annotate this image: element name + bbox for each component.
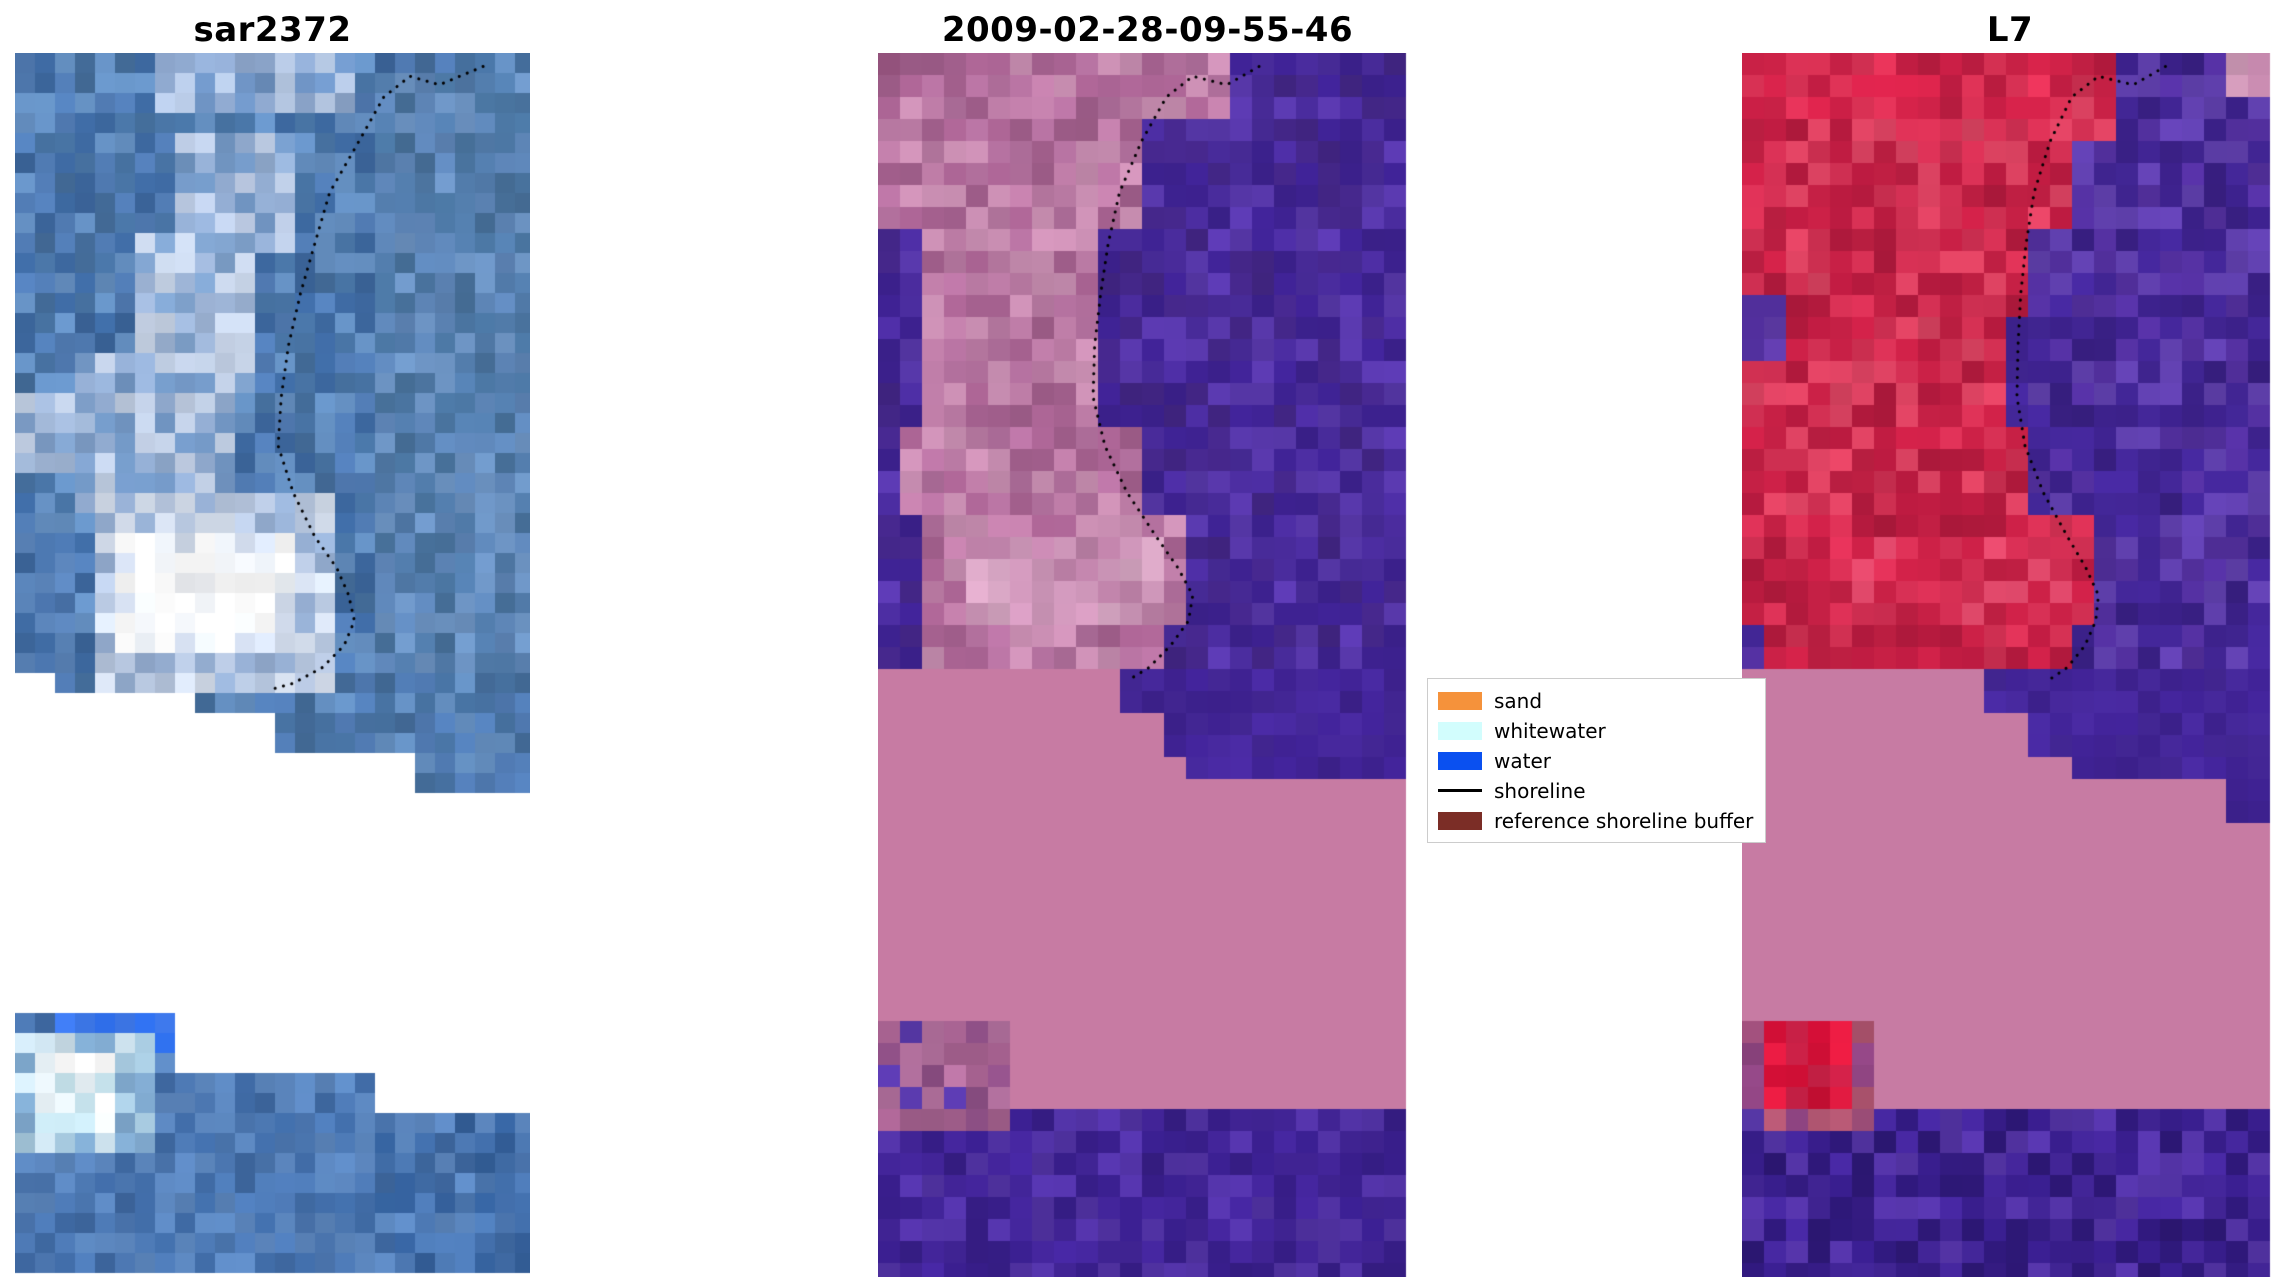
legend-item-reference-buffer: reference shoreline buffer — [1438, 807, 1753, 834]
legend: sand whitewater water shoreline referenc… — [1427, 678, 1767, 843]
legend-item-whitewater: whitewater — [1438, 717, 1753, 744]
sand-swatch-icon — [1438, 691, 1482, 710]
legend-label-sand: sand — [1494, 688, 1543, 713]
whitewater-swatch-icon — [1438, 721, 1482, 740]
legend-label-shoreline: shoreline — [1494, 778, 1586, 803]
panel-title-sar2372: sar2372 — [193, 10, 352, 50]
legend-label-water: water — [1494, 748, 1551, 773]
optical-classified-panel — [878, 53, 1417, 1277]
sar-image-panel — [15, 53, 530, 1277]
l7-classified-panel — [1742, 53, 2278, 1277]
reference-buffer-swatch-icon — [1438, 811, 1482, 830]
legend-item-sand: sand — [1438, 687, 1753, 714]
panel-title-date: 2009-02-28-09-55-46 — [941, 10, 1354, 50]
panel-title-l7: L7 — [1986, 10, 2034, 50]
shoreline-line-icon — [1438, 789, 1482, 792]
legend-item-water: water — [1438, 747, 1753, 774]
water-swatch-icon — [1438, 751, 1482, 770]
legend-item-shoreline: shoreline — [1438, 777, 1753, 804]
legend-label-reference-buffer: reference shoreline buffer — [1494, 808, 1754, 833]
legend-label-whitewater: whitewater — [1494, 718, 1606, 743]
